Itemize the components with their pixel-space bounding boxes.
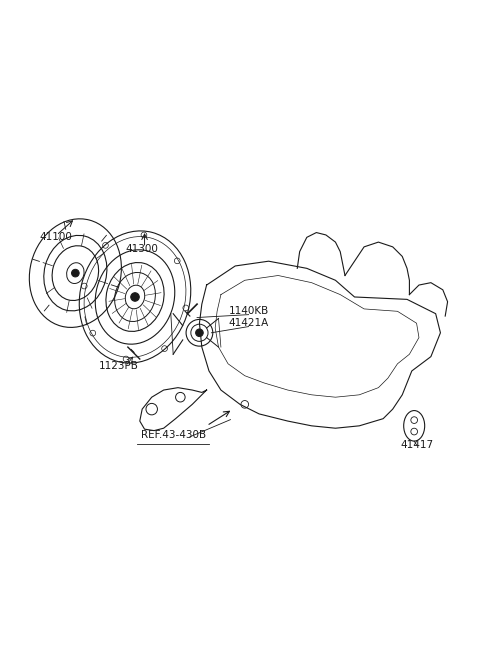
Text: 41300: 41300 — [126, 243, 158, 254]
Circle shape — [131, 293, 139, 301]
Text: 1123PB: 1123PB — [98, 361, 138, 371]
Text: REF.43-430B: REF.43-430B — [141, 430, 206, 440]
Text: 41421A: 41421A — [228, 318, 269, 327]
Circle shape — [196, 329, 203, 337]
Circle shape — [72, 270, 79, 277]
Text: 1140KB: 1140KB — [228, 306, 269, 316]
Text: 41100: 41100 — [40, 232, 72, 241]
Text: 41417: 41417 — [400, 440, 433, 450]
